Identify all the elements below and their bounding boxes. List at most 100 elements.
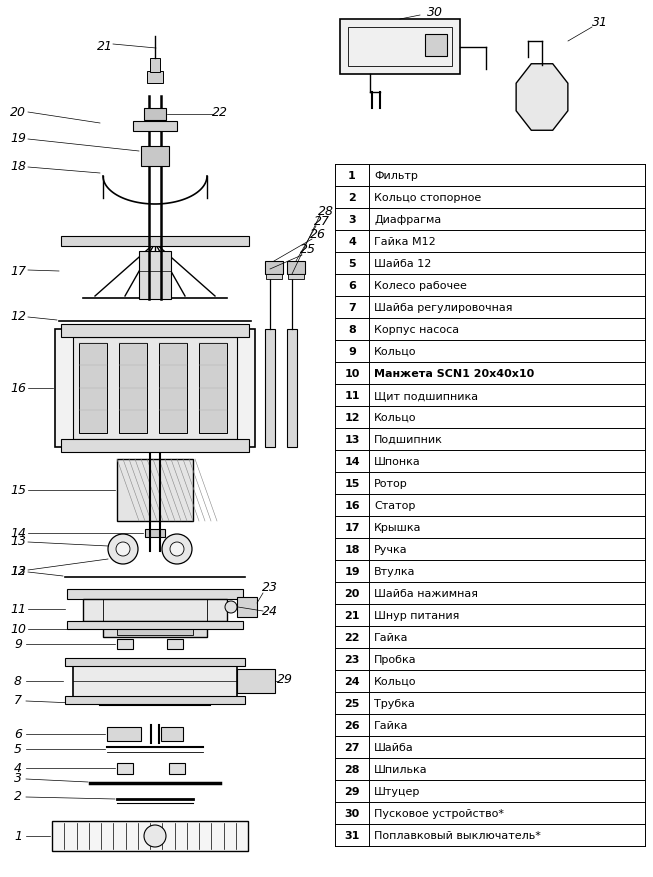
Circle shape <box>162 534 192 565</box>
Text: 26: 26 <box>344 720 360 731</box>
Text: 26: 26 <box>310 228 326 241</box>
Text: 4: 4 <box>14 761 22 774</box>
Bar <box>144 109 166 121</box>
Text: 30: 30 <box>344 808 360 818</box>
Bar <box>119 344 147 433</box>
Bar <box>73 338 237 439</box>
Text: 27: 27 <box>344 742 360 752</box>
Text: 20: 20 <box>10 105 26 118</box>
Text: 14: 14 <box>10 527 26 540</box>
Bar <box>65 659 245 667</box>
Text: 13: 13 <box>10 535 26 548</box>
Bar <box>117 624 193 635</box>
Bar <box>79 344 107 433</box>
Text: 12: 12 <box>10 310 26 323</box>
Text: 28: 28 <box>318 205 334 218</box>
Text: 30: 30 <box>427 5 443 18</box>
Bar <box>161 727 183 741</box>
Text: 24: 24 <box>344 676 360 686</box>
Text: Шайба регулировочная: Шайба регулировочная <box>374 303 513 312</box>
Text: 16: 16 <box>10 382 26 395</box>
Text: Трубка: Трубка <box>374 698 415 709</box>
Text: 11: 11 <box>344 390 360 401</box>
Text: 29: 29 <box>277 673 293 686</box>
Text: Крышка: Крышка <box>374 523 421 532</box>
Text: Поплавковый выключатель*: Поплавковый выключатель* <box>374 830 541 840</box>
Text: Фильтр: Фильтр <box>374 171 418 181</box>
Bar <box>150 59 160 73</box>
Text: 15: 15 <box>10 484 26 497</box>
Text: 2: 2 <box>348 193 356 203</box>
Bar <box>348 28 452 67</box>
Text: 15: 15 <box>344 479 360 488</box>
Text: 3: 3 <box>14 772 22 785</box>
Bar <box>169 763 185 774</box>
Text: 6: 6 <box>348 281 356 290</box>
Bar <box>141 146 169 167</box>
Bar <box>288 275 304 280</box>
Text: 29: 29 <box>344 786 360 796</box>
Text: Кольцо: Кольцо <box>374 346 417 357</box>
Bar <box>117 763 133 774</box>
Bar <box>287 330 297 447</box>
Bar <box>117 460 193 522</box>
Text: 6: 6 <box>14 728 22 741</box>
Bar <box>265 261 283 275</box>
Bar <box>340 20 460 75</box>
Text: 5: 5 <box>348 259 356 268</box>
Bar <box>147 72 163 84</box>
Text: 21: 21 <box>344 610 360 620</box>
Bar <box>67 621 243 630</box>
Text: Гайка: Гайка <box>374 720 409 731</box>
Text: 14: 14 <box>344 457 360 467</box>
Text: 19: 19 <box>344 567 360 576</box>
Text: Шайба нажимная: Шайба нажимная <box>374 588 478 598</box>
Bar <box>139 252 171 300</box>
Text: 9: 9 <box>348 346 356 357</box>
Text: 7: 7 <box>14 694 22 707</box>
Text: 23: 23 <box>344 654 360 664</box>
Text: 2: 2 <box>14 789 22 802</box>
Text: Колесо рабочее: Колесо рабочее <box>374 281 467 290</box>
Bar <box>73 664 237 698</box>
Text: 7: 7 <box>348 303 356 312</box>
Bar <box>61 324 249 338</box>
Text: Втулка: Втулка <box>374 567 415 576</box>
Text: 10: 10 <box>344 368 360 379</box>
Bar <box>67 589 243 599</box>
Bar <box>237 669 275 693</box>
Text: Кольцо: Кольцо <box>374 676 417 686</box>
Text: 8: 8 <box>14 674 22 688</box>
Bar <box>133 122 177 132</box>
Text: 18: 18 <box>10 160 26 174</box>
Bar <box>167 639 183 649</box>
Text: 22: 22 <box>344 632 360 642</box>
Text: Шнур питания: Шнур питания <box>374 610 459 620</box>
Text: 10: 10 <box>10 623 26 636</box>
Text: 31: 31 <box>592 17 608 30</box>
Bar <box>425 35 447 57</box>
Bar <box>55 330 255 447</box>
Text: 13: 13 <box>344 434 360 445</box>
Text: Ротор: Ротор <box>374 479 407 488</box>
Text: Шайба: Шайба <box>374 742 414 752</box>
Text: Кольцо: Кольцо <box>374 412 417 423</box>
Text: Пробка: Пробка <box>374 654 417 664</box>
Circle shape <box>144 825 166 847</box>
Text: 31: 31 <box>344 830 360 840</box>
Text: 16: 16 <box>344 501 360 510</box>
Text: Щит подшипника: Щит подшипника <box>374 390 478 401</box>
Text: Гайка М12: Гайка М12 <box>374 237 436 246</box>
Text: 4: 4 <box>348 237 356 246</box>
Bar <box>145 530 165 538</box>
Text: Диафрагма: Диафрагма <box>374 215 441 225</box>
Text: Ручка: Ручка <box>374 545 407 554</box>
Bar <box>199 344 227 433</box>
Bar <box>237 597 257 617</box>
Text: 22: 22 <box>212 106 228 119</box>
Bar <box>266 275 282 280</box>
Text: 27: 27 <box>314 215 330 228</box>
Text: Кольцо стопорное: Кольцо стопорное <box>374 193 481 203</box>
Text: Шпонка: Шпонка <box>374 457 421 467</box>
Text: 12: 12 <box>344 412 360 423</box>
